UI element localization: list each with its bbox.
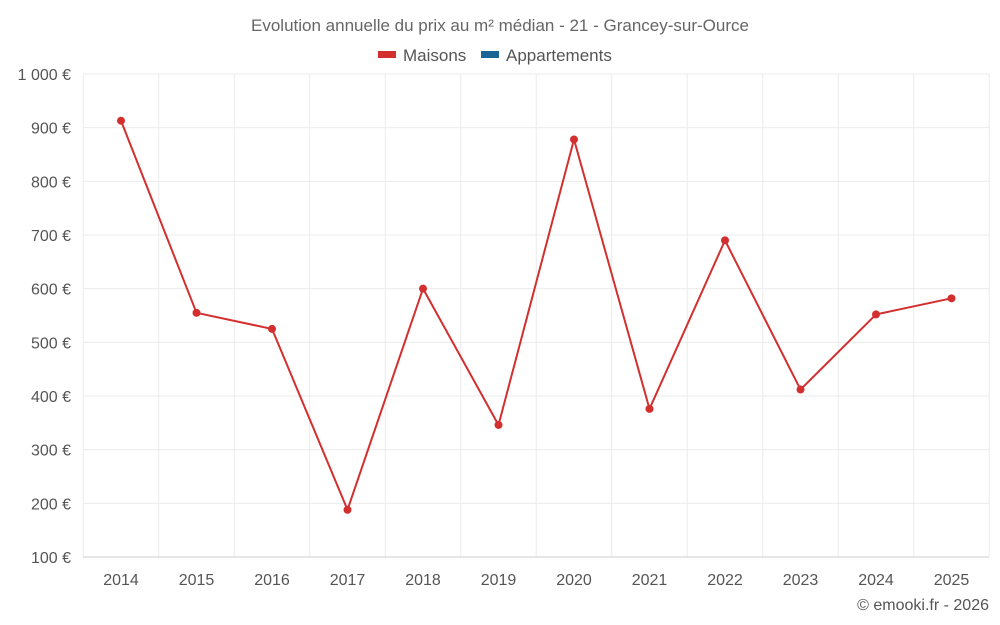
y-tick-label: 700 € [31,228,71,245]
data-point-maisons-2025[interactable] [947,294,956,303]
legend-label-appartements: Appartements [506,46,612,65]
y-tick-label: 1 000 € [18,67,71,84]
legend-item-maisons[interactable]: Maisons [378,46,466,65]
y-tick-label: 100 € [31,550,71,567]
grid [82,73,990,557]
x-tick-label: 2015 [179,572,215,589]
series-line-maisons [120,120,952,511]
axes: 100 € 200 € 300 € 400 € 500 € 600 € 700 € 800 €… [18,67,989,589]
y-tick-label: 300 € [31,443,71,460]
legend-item-appartements[interactable]: Appartements [481,46,612,65]
data-point-maisons-2023[interactable] [796,385,805,394]
data-point-maisons-2017[interactable] [343,505,352,514]
x-tick-label: 2016 [254,572,290,589]
data-point-maisons-2015[interactable] [192,308,201,317]
legend-swatch-appartements [481,51,499,58]
data-point-maisons-2019[interactable] [494,420,503,429]
data-point-maisons-2021[interactable] [645,404,654,413]
x-tick-label: 2022 [707,572,743,589]
x-tick-label: 2019 [481,572,517,589]
data-point-maisons-2016[interactable] [268,324,276,333]
x-tick-label: 2024 [858,572,894,589]
x-tick-label: 2025 [934,572,970,589]
y-tick-label: 600 € [31,282,71,299]
x-tick-label: 2020 [556,572,592,589]
y-tick-label: 500 € [31,335,71,352]
x-tick-label: 2023 [783,572,819,589]
data-point-maisons-2020[interactable] [570,135,578,144]
y-tick-label: 200 € [31,496,71,513]
x-tick-label: 2014 [103,572,139,589]
x-tick-label: 2018 [405,572,441,589]
legend-label-maisons: Maisons [403,46,466,65]
y-tick-label: 900 € [31,121,71,138]
data-point-maisons-2014[interactable] [117,116,125,125]
x-tick-label: 2021 [632,572,668,589]
data-point-maisons-2022[interactable] [721,236,729,245]
y-tick-label: 400 € [31,389,71,406]
credit-text: © emooki.fr - 2026 [857,597,989,614]
y-tick-label: 800 € [31,174,71,191]
legend-swatch-maisons [378,51,396,58]
legend: Maisons Appartements [378,46,612,65]
x-tick-label: 2017 [330,572,366,589]
data-point-maisons-2018[interactable] [419,284,427,293]
data-point-maisons-2024[interactable] [872,310,880,319]
chart-title: Evolution annuelle du prix au m² médian … [251,16,749,35]
series-maisons [117,116,956,514]
